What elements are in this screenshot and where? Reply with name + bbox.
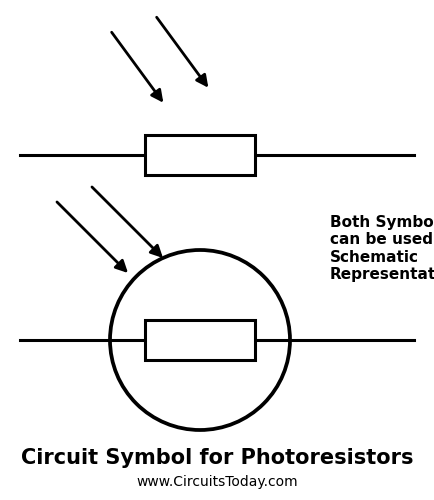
Bar xyxy=(145,320,255,360)
Text: Circuit Symbol for Photoresistors: Circuit Symbol for Photoresistors xyxy=(21,448,413,468)
Circle shape xyxy=(110,250,290,430)
Text: Both Symbols
can be used for
Schematic
Representation: Both Symbols can be used for Schematic R… xyxy=(330,215,434,282)
Bar xyxy=(145,135,255,175)
Text: www.CircuitsToday.com: www.CircuitsToday.com xyxy=(136,475,298,489)
